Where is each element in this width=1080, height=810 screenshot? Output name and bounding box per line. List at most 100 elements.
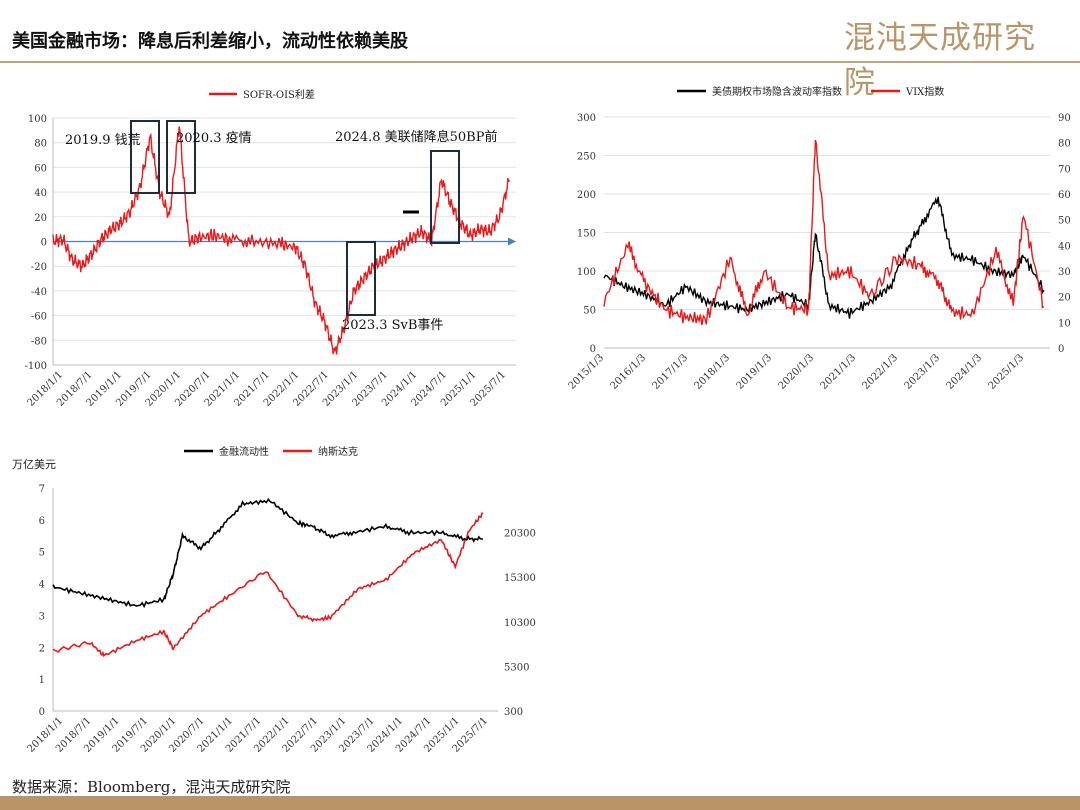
x-tick-label: 2021/7/1 bbox=[224, 715, 264, 755]
x-tick-label: 2025/1/1 bbox=[422, 715, 462, 755]
highlight-box bbox=[130, 120, 160, 194]
y-left-tick-label: 200 bbox=[577, 190, 596, 201]
y-right-tick-label: 10 bbox=[1058, 318, 1071, 329]
y-left-tick-label: 50 bbox=[583, 306, 596, 317]
legend-label-nasdaq: 纳斯达克 bbox=[318, 445, 358, 458]
x-tick-label: 2023/7/1 bbox=[350, 369, 390, 409]
x-tick-label: 2020/1/1 bbox=[139, 715, 179, 755]
y-right-tick-label: 60 bbox=[1058, 190, 1071, 201]
y-left-tick-label: 0 bbox=[39, 707, 45, 718]
series-line-liquidity bbox=[52, 497, 483, 609]
header-rule bbox=[0, 61, 1080, 63]
zero-line-arrow bbox=[508, 237, 516, 246]
x-tick-label: 2019/7/1 bbox=[111, 715, 151, 755]
x-tick-label: 2025/7/1 bbox=[451, 715, 491, 755]
y-right-tick-label: 50 bbox=[1058, 216, 1071, 227]
legend-label-liquidity: 金融流动性 bbox=[219, 445, 269, 458]
x-tick-label: 2021/1/1 bbox=[196, 715, 236, 755]
y-axis-unit: 万亿美元 bbox=[12, 458, 56, 471]
y-right-tick-label: 30 bbox=[1058, 267, 1071, 278]
x-tick-label: 2025/7/1 bbox=[469, 369, 509, 409]
source-note: 数据来源：Bloomberg，混沌天成研究院 bbox=[12, 778, 291, 796]
x-tick-label: 2023/1/3 bbox=[903, 352, 943, 392]
x-tick-label: 2015/1/3 bbox=[567, 352, 607, 392]
x-tick-label: 2023/1/1 bbox=[309, 715, 349, 755]
x-tick-label: 2022/1/3 bbox=[861, 352, 901, 392]
x-tick-label: 2018/1/1 bbox=[26, 369, 66, 409]
y-tick-label: 40 bbox=[34, 188, 47, 199]
brand-logo: 混沌天成研究院 bbox=[844, 10, 1054, 101]
x-tick-label: 2024/1/3 bbox=[945, 352, 985, 392]
series-line-vix bbox=[603, 139, 1045, 326]
series-line-nasdaq bbox=[52, 512, 484, 658]
y-tick-label: -100 bbox=[25, 361, 47, 372]
y-left-tick-label: 4 bbox=[39, 580, 45, 591]
highlight-box bbox=[430, 150, 460, 244]
x-tick-label: 2018/1/3 bbox=[693, 352, 733, 392]
annotation-label: 2024.8 美联储降息50BP前 bbox=[335, 129, 497, 145]
x-tick-label: 2020/7/1 bbox=[167, 715, 207, 755]
y-right-tick-label: 15300 bbox=[504, 573, 536, 584]
x-tick-label: 2024/1/1 bbox=[366, 715, 406, 755]
x-tick-label: 2019/1/1 bbox=[82, 715, 122, 755]
y-tick-label: -20 bbox=[31, 262, 47, 273]
x-tick-label: 2024/7/1 bbox=[410, 369, 450, 409]
annotation-label: 2020.3 疫情 bbox=[176, 130, 252, 146]
x-tick-label: 2023/7/1 bbox=[337, 715, 377, 755]
y-tick-label: -80 bbox=[31, 336, 47, 347]
y-tick-label: -40 bbox=[31, 287, 47, 298]
y-right-tick-label: 20300 bbox=[504, 529, 536, 540]
y-left-tick-label: 6 bbox=[39, 516, 45, 527]
x-tick-label: 2018/7/1 bbox=[55, 369, 95, 409]
page-title: 美国金融市场：降息后利差缩小，流动性依赖美股 bbox=[12, 31, 408, 52]
x-tick-label: 2020/7/1 bbox=[173, 369, 213, 409]
x-tick-label: 2019/7/1 bbox=[114, 369, 154, 409]
y-left-tick-label: 1 bbox=[39, 675, 45, 686]
y-tick-label: 0 bbox=[41, 238, 47, 249]
x-tick-label: 2024/1/1 bbox=[380, 369, 420, 409]
y-right-tick-label: 20 bbox=[1058, 293, 1071, 304]
x-tick-label: 2021/7/1 bbox=[232, 369, 272, 409]
y-right-tick-label: 10300 bbox=[504, 618, 536, 629]
legend-label: SOFR-OIS利差 bbox=[243, 88, 315, 101]
legend-label-move: 美债期权市场隐含波动率指数 bbox=[712, 85, 842, 98]
x-tick-label: 2016/1/3 bbox=[609, 352, 649, 392]
y-tick-label: 100 bbox=[28, 114, 47, 125]
y-left-tick-label: 300 bbox=[577, 113, 596, 124]
y-tick-label: 20 bbox=[34, 213, 47, 224]
x-tick-label: 2019/1/1 bbox=[85, 369, 125, 409]
y-right-tick-label: 300 bbox=[504, 707, 523, 718]
x-tick-label: 2018/7/1 bbox=[54, 715, 94, 755]
x-tick-label: 2025/1/3 bbox=[987, 352, 1027, 392]
series-line-sofr-ois bbox=[52, 126, 510, 356]
x-tick-label: 2017/1/3 bbox=[651, 352, 691, 392]
highlight-box bbox=[166, 120, 196, 194]
y-left-tick-label: 3 bbox=[39, 611, 45, 622]
x-tick-label: 2022/1/1 bbox=[262, 369, 302, 409]
y-left-tick-label: 150 bbox=[577, 229, 596, 240]
x-tick-label: 2024/7/1 bbox=[394, 715, 434, 755]
y-left-tick-label: 2 bbox=[39, 643, 45, 654]
y-right-tick-label: 80 bbox=[1058, 139, 1071, 150]
y-left-tick-label: 7 bbox=[39, 484, 45, 495]
x-tick-label: 2022/7/1 bbox=[291, 369, 331, 409]
y-right-tick-label: 90 bbox=[1058, 113, 1071, 124]
series-line-move bbox=[603, 196, 1045, 319]
x-tick-label: 2021/1/3 bbox=[819, 352, 859, 392]
y-tick-label: 80 bbox=[34, 139, 47, 150]
x-tick-label: 2023/1/1 bbox=[321, 369, 361, 409]
y-tick-label: -60 bbox=[31, 312, 47, 323]
y-left-tick-label: 250 bbox=[577, 152, 596, 163]
y-tick-label: 60 bbox=[34, 163, 47, 174]
x-tick-label: 2022/7/1 bbox=[281, 715, 321, 755]
y-right-tick-label: 70 bbox=[1058, 164, 1071, 175]
x-tick-label: 2021/1/1 bbox=[203, 369, 243, 409]
highlight-box bbox=[346, 241, 376, 316]
x-tick-label: 2019/1/3 bbox=[735, 352, 775, 392]
y-left-tick-label: 5 bbox=[39, 548, 45, 559]
annotation-label: 2023.3 SvB事件 bbox=[342, 318, 443, 333]
x-tick-label: 2022/1/1 bbox=[252, 715, 292, 755]
